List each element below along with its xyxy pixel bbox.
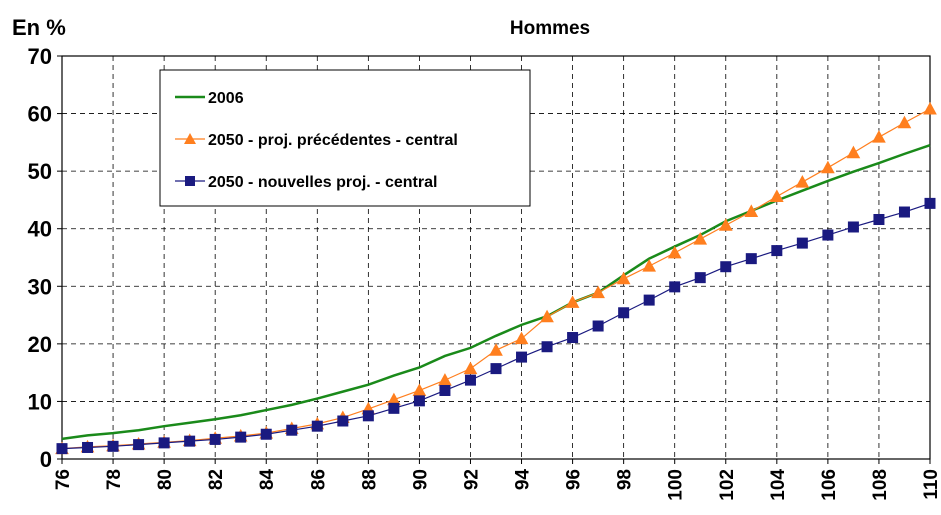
legend-marker xyxy=(185,176,195,186)
x-tick-label: 86 xyxy=(308,469,329,490)
point xyxy=(923,101,937,115)
point xyxy=(795,175,810,188)
point xyxy=(769,189,784,202)
point xyxy=(642,259,657,272)
y-tick-label: 70 xyxy=(28,44,52,69)
legend-label: 2050 - nouvelles proj. - central xyxy=(208,174,437,191)
point xyxy=(490,363,502,375)
legend-label: 2050 - proj. précédentes - central xyxy=(208,132,458,149)
point xyxy=(489,343,503,356)
point xyxy=(643,294,655,306)
point xyxy=(667,245,682,259)
x-tick-label: 82 xyxy=(206,469,227,490)
point xyxy=(898,206,910,218)
y-tick-label: 20 xyxy=(28,332,52,357)
point xyxy=(388,402,400,414)
chart-title: Hommes xyxy=(510,18,590,39)
point xyxy=(362,410,374,422)
point xyxy=(337,415,349,427)
point xyxy=(796,237,808,249)
point xyxy=(616,271,631,285)
point xyxy=(847,221,859,233)
x-tick-label: 76 xyxy=(53,469,74,490)
point xyxy=(82,441,94,453)
y-tick-label: 40 xyxy=(28,217,52,242)
x-tick-label: 88 xyxy=(359,469,380,490)
point xyxy=(897,115,912,129)
point xyxy=(822,229,834,241)
plot-frame xyxy=(61,55,931,460)
point xyxy=(541,341,553,353)
x-tick-label: 98 xyxy=(615,469,636,490)
point xyxy=(412,383,427,396)
point xyxy=(872,130,886,143)
point xyxy=(439,384,451,396)
y-tick-label: 0 xyxy=(40,447,52,472)
point xyxy=(565,295,580,308)
point xyxy=(720,261,732,273)
point xyxy=(438,373,452,386)
y-tick-label: 30 xyxy=(28,274,52,299)
y-axis-label: En % xyxy=(12,15,66,40)
x-tick-label: 96 xyxy=(564,469,585,490)
point xyxy=(516,351,528,363)
point xyxy=(107,440,119,452)
x-tick-label: 104 xyxy=(768,469,789,501)
legend-label: 2006 xyxy=(208,90,244,107)
point xyxy=(209,433,221,445)
y-tick-label: 60 xyxy=(28,102,52,127)
point xyxy=(540,309,554,323)
point xyxy=(693,232,708,245)
point xyxy=(464,374,476,386)
point xyxy=(744,204,759,217)
point xyxy=(591,285,605,299)
point xyxy=(56,443,68,455)
point xyxy=(846,145,861,159)
point xyxy=(133,439,145,451)
x-tick-label: 100 xyxy=(666,469,687,501)
legend-box xyxy=(159,69,531,207)
legend-marker xyxy=(184,133,196,144)
point xyxy=(718,218,733,231)
point xyxy=(821,160,835,174)
point xyxy=(745,253,757,265)
x-tick-label: 92 xyxy=(461,469,482,490)
x-tick-label: 102 xyxy=(717,469,738,501)
point xyxy=(158,437,170,449)
x-tick-label: 94 xyxy=(513,469,534,491)
point xyxy=(311,420,323,432)
point xyxy=(694,272,706,284)
y-tick-label: 50 xyxy=(28,159,52,184)
point xyxy=(413,395,425,407)
x-tick-label: 78 xyxy=(104,469,125,490)
point xyxy=(771,245,783,257)
y-tick-label: 10 xyxy=(28,389,52,414)
x-tick-label: 80 xyxy=(155,469,176,490)
point xyxy=(260,428,272,440)
x-tick-label: 84 xyxy=(257,469,278,491)
point xyxy=(873,214,885,226)
point xyxy=(286,424,298,436)
point xyxy=(618,307,630,319)
x-tick-label: 108 xyxy=(870,469,891,501)
point xyxy=(567,332,579,344)
x-tick-label: 90 xyxy=(410,469,431,490)
series-line xyxy=(61,144,931,441)
point xyxy=(924,197,936,209)
point xyxy=(592,320,604,332)
point xyxy=(514,331,529,345)
point xyxy=(669,281,681,293)
point xyxy=(235,431,247,443)
point xyxy=(184,435,196,447)
x-tick-label: 110 xyxy=(921,469,941,500)
point xyxy=(463,361,478,375)
x-tick-label: 106 xyxy=(819,469,840,501)
